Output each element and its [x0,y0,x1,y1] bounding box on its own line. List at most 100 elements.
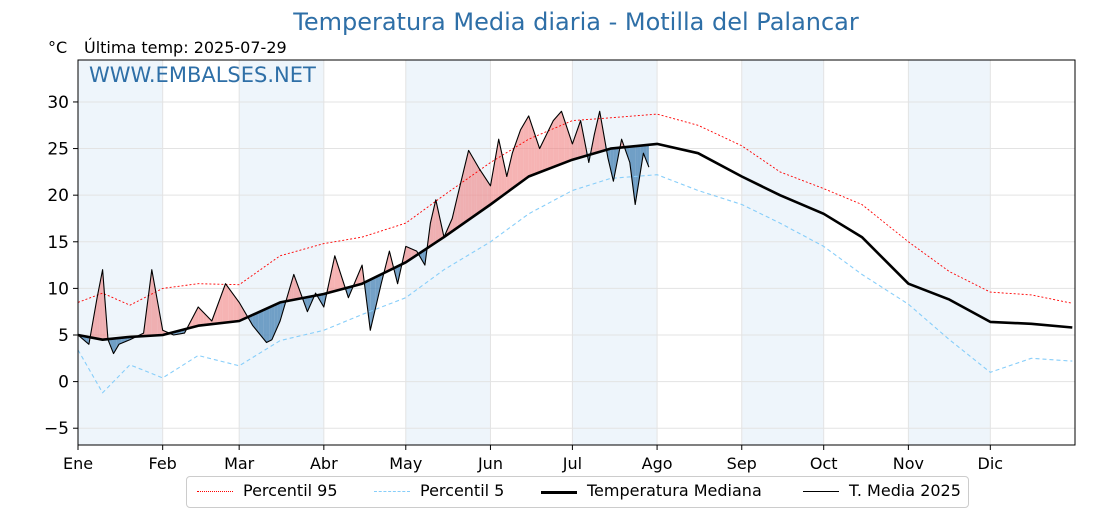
fill-above-median [94,297,98,339]
y-tick-label: −5 [44,419,69,439]
fill-below-median [250,314,253,326]
fill-above-median [102,269,106,340]
y-tick-label: 5 [58,326,69,346]
fill-below-median [269,306,272,342]
legend-label-p95: Percentil 95 [243,481,338,500]
chart-legend: Percentil 95 Percentil 5 Temperatura Med… [186,476,969,508]
fill-below-median [263,308,267,343]
fill-above-median [566,127,570,162]
fill-below-median [255,312,259,333]
legend-swatch-year [803,491,839,492]
fill-below-median [307,296,311,312]
fill-above-median [482,173,485,211]
fill-below-median [375,275,379,308]
fill-above-median [430,211,434,247]
legend-label-median: Temperatura Mediana [587,481,762,500]
fill-above-median [203,312,207,326]
watermark-text: WWW.EMBALSES.NET [89,63,316,87]
fill-above-median [233,294,237,322]
fill-above-median [198,307,201,326]
fill-above-median [547,126,551,170]
fill-below-median [277,302,281,328]
fill-below-median [627,146,630,163]
fill-above-median [534,132,537,175]
fill-above-median [332,255,335,292]
fill-above-median [515,137,518,187]
x-tick-label: Abr [310,454,338,473]
fill-above-median [536,140,540,174]
fill-above-median [556,114,559,167]
legend-swatch-p5 [374,491,410,492]
fill-above-median [438,212,442,241]
fill-below-median [261,309,264,340]
fill-above-median [487,181,491,207]
fill-above-median [465,150,469,222]
fill-above-median [577,120,581,159]
series-p5-line [77,174,1073,394]
fill-above-median [189,317,193,328]
fill-above-median [575,128,578,159]
fill-above-median [386,251,390,272]
fill-above-median [334,255,338,292]
x-tick-label: Ene [63,454,93,473]
fill-above-median [99,269,103,340]
x-tick-label: Jun [477,454,503,473]
last-temp-label: Última temp: 2025-07-29 [84,38,287,57]
x-tick-label: Mar [224,454,255,473]
fill-below-median [610,148,614,182]
fill-above-median [192,312,196,328]
series-median-line [77,142,1073,342]
month-band [239,60,324,445]
fill-above-median [479,169,483,213]
y-tick-label: 0 [58,373,69,393]
x-tick-label: Nov [893,454,924,473]
x-tick-label: Feb [149,454,177,473]
fill-below-median [266,307,270,343]
fill-below-median [274,303,278,334]
fill-above-median [525,115,529,179]
fill-above-median [476,164,480,215]
fill-above-median [236,298,240,322]
fill-below-median [271,304,275,340]
fill-above-median [97,283,100,340]
fill-below-median [258,311,262,336]
fill-above-median [528,115,532,177]
legend-swatch-median [541,491,577,494]
legend-label-p5: Percentil 5 [420,481,505,500]
fill-above-median [490,170,494,205]
month-band [572,60,658,445]
fill-above-median [157,300,160,336]
fill-above-median [214,306,218,324]
fill-above-median [452,206,455,232]
fill-above-median [230,291,234,322]
fill-below-median [304,297,308,312]
fill-above-median [520,125,524,183]
fill-below-median [632,146,636,205]
y-tick-label: 15 [47,233,69,253]
fill-above-median [209,318,212,325]
fill-below-median [321,293,324,308]
fill-above-median [474,159,477,217]
fill-below-median [370,278,374,331]
fill-above-median [539,142,543,173]
fill-above-median [228,287,231,323]
x-tick-label: May [389,454,422,473]
fill-above-median [241,307,245,320]
fill-below-median [613,148,617,182]
fill-above-median [594,122,597,154]
fill-above-median [545,131,548,171]
fill-above-median [504,164,507,195]
fill-above-median [468,150,472,220]
fill-above-median [356,271,360,286]
fill-above-median [457,183,461,228]
fill-above-median [564,119,567,163]
fill-below-median [118,337,122,345]
x-tick-label: Dic [978,454,1004,473]
fill-below-median [280,301,283,322]
fill-above-median [512,145,516,189]
fill-above-median [340,272,343,290]
fill-above-median [517,129,521,185]
fill-above-median [151,269,155,336]
fill-above-median [220,291,223,324]
